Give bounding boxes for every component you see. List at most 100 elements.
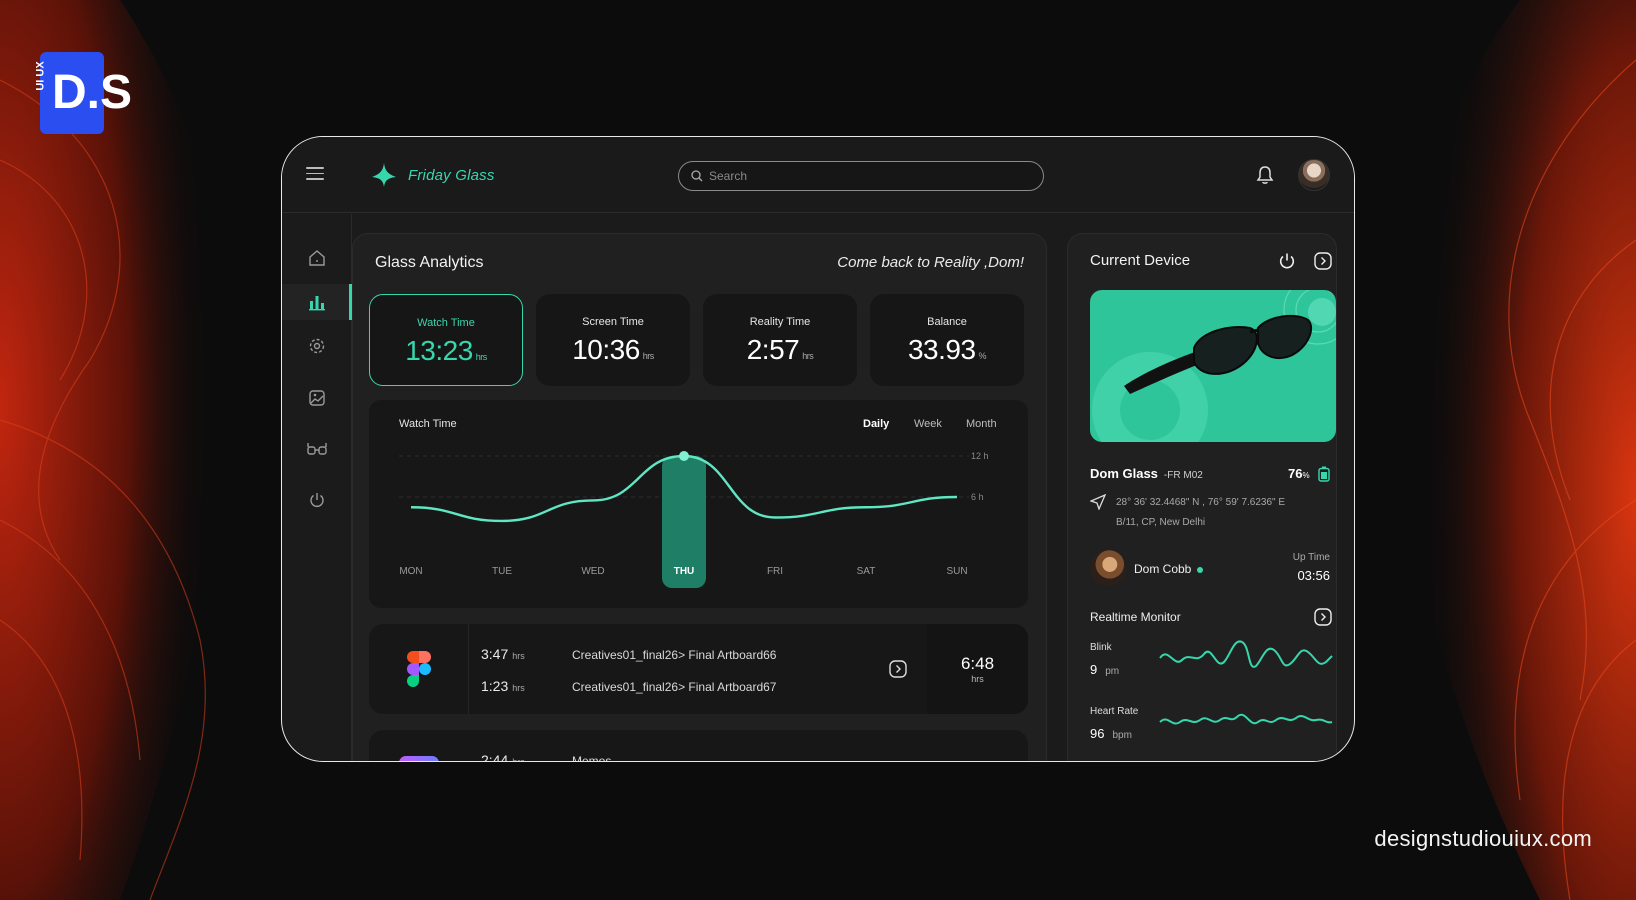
device-name: Dom Glass (1090, 466, 1158, 481)
session-row[interactable]: 2:44 hrs Memos (369, 730, 1028, 762)
stat-label: Balance (927, 316, 967, 328)
x-tick-label: SUN (946, 566, 967, 577)
range-month[interactable]: Month (966, 418, 997, 430)
stat-label: Screen Time (582, 316, 644, 328)
session-file-name: Creatives01_final26> Final Artboard66 (572, 648, 777, 662)
power-icon (310, 493, 324, 507)
stat-value: 13:23 (405, 335, 473, 366)
device-address: B/11, CP, New Delhi (1116, 517, 1206, 528)
stat-value: 10:36 (572, 334, 640, 365)
x-tick-label: THU (674, 566, 695, 577)
bell-icon[interactable] (1256, 165, 1274, 185)
gear-icon (309, 338, 325, 354)
session-time: 1:23 (481, 678, 509, 694)
stat-balance[interactable]: Balance 33.93% (870, 294, 1024, 386)
range-daily[interactable]: Daily (863, 418, 890, 430)
session-time-unit: hrs (512, 757, 525, 762)
highlight-column (662, 456, 706, 588)
x-tick-label: FRI (767, 566, 783, 577)
session-total-value: 6:48 (960, 654, 995, 673)
data-point[interactable] (679, 451, 689, 461)
battery-unit: % (1302, 471, 1310, 480)
arrow-right-icon[interactable] (1314, 608, 1332, 626)
search-box (678, 161, 1044, 191)
glasses-icon (307, 443, 327, 455)
sidebar-item-analytics[interactable] (282, 284, 352, 320)
blink-value: 9 (1090, 662, 1098, 677)
power-icon[interactable] (1278, 252, 1296, 270)
chart-title: Watch Time (399, 418, 457, 430)
app-icon (399, 756, 439, 761)
app-name: Friday Glass (408, 167, 495, 184)
analytics-panel: Glass Analytics Come back to Reality ,Do… (352, 233, 1047, 762)
session-time: 2:44 (481, 752, 509, 762)
session-time: 3:47 (481, 646, 509, 662)
current-device-panel: Current Device Dom Glass -FR M02 76% 28° … (1067, 233, 1337, 761)
x-tick-label: SAT (857, 566, 876, 577)
stat-watch-time[interactable]: Watch Time 13:23 hrs (369, 294, 523, 386)
heart-rate-unit: bpm (1112, 730, 1132, 741)
page-title: Glass Analytics (375, 254, 484, 271)
logo-text: D.S (52, 66, 133, 119)
uptime-value: 03:56 (1297, 568, 1330, 583)
app-window: Friday Glass (281, 136, 1355, 762)
session-file-name: Memos (572, 754, 612, 762)
profile-avatar[interactable] (1298, 159, 1330, 191)
arrow-right-icon[interactable] (1314, 252, 1332, 270)
sidebar-item-gallery[interactable] (282, 380, 352, 416)
search-input[interactable] (709, 162, 1029, 190)
smart-glasses-image (1092, 290, 1336, 442)
x-tick-label: WED (581, 566, 604, 577)
device-image (1090, 290, 1336, 442)
stat-unit: hrs (642, 351, 655, 361)
session-total: 6:48 hrs (927, 624, 1028, 714)
stat-label: Reality Time (749, 316, 811, 328)
image-icon (309, 390, 325, 406)
sidebar-item-power[interactable] (282, 482, 352, 518)
range-week[interactable]: Week (914, 418, 942, 430)
sidebar (282, 214, 352, 761)
stat-unit: hrs (802, 351, 814, 361)
session-file-name: Creatives01_final26> Final Artboard67 (572, 680, 777, 694)
watermark-logo: UI UX D.S (35, 52, 132, 134)
user-avatar (1090, 550, 1126, 586)
x-tick-label: TUE (492, 566, 512, 577)
stat-label: Watch Time (417, 317, 475, 329)
session-row[interactable]: 3:47 hrs Creatives01_final26> Final Artbo… (369, 624, 1028, 714)
x-tick-label: MON (399, 566, 422, 577)
stat-unit: % (978, 351, 987, 361)
brand-logo-icon (372, 163, 396, 187)
stat-unit: hrs (475, 352, 488, 362)
session-time-unit: hrs (512, 651, 525, 661)
app-icon-cell (369, 624, 469, 714)
bar-chart-icon (309, 296, 325, 311)
footer-url: designstudiouiux.com (1374, 826, 1592, 851)
watch-time-chart: Watch Time Daily Week Month 6 h 12 h MON TU… (369, 400, 1028, 608)
blink-waveform (1159, 640, 1333, 668)
stat-value: 2:57 (746, 334, 800, 365)
menu-icon[interactable] (306, 167, 324, 181)
search-icon (691, 170, 703, 182)
blink-label: Blink (1090, 642, 1112, 653)
device-coordinates: 28° 36' 32.4468" N , 76° 59' 7.6236" E (1116, 497, 1286, 508)
battery-icon (1318, 466, 1330, 482)
uptime-label: Up Time (1292, 552, 1330, 563)
top-bar: Friday Glass (282, 137, 1354, 213)
heart-rate-label: Heart Rate (1090, 706, 1139, 717)
location-arrow-icon (1090, 494, 1106, 510)
sidebar-item-home[interactable] (282, 240, 352, 276)
stat-reality-time[interactable]: Reality Time 2:57 hrs (703, 294, 857, 386)
stat-screen-time[interactable]: Screen Time 10:36 hrs (536, 294, 690, 386)
y-tick-label: 6 h (971, 492, 984, 502)
line-chart: 6 h 12 h MON TUE WED THU FRI SAT SUN (399, 451, 989, 588)
device-panel-title: Current Device (1090, 252, 1191, 269)
home-icon (309, 250, 325, 266)
device-model: -FR M02 (1163, 470, 1203, 481)
arrow-right-icon[interactable] (889, 660, 907, 678)
heart-rate-value: 96 (1090, 726, 1105, 741)
sidebar-item-devices[interactable] (282, 432, 352, 468)
blink-unit: pm (1105, 666, 1120, 677)
sidebar-item-settings[interactable] (282, 328, 352, 364)
heart-rate-waveform (1159, 713, 1333, 725)
